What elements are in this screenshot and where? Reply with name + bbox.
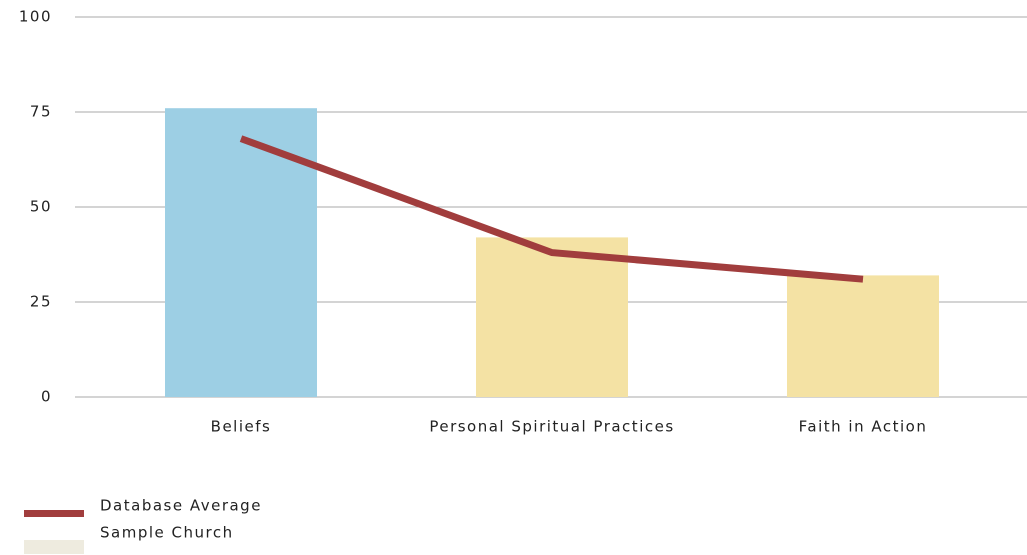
- y-tick-label: 25: [30, 293, 52, 311]
- y-tick-label: 100: [19, 8, 52, 26]
- bar: [476, 237, 628, 397]
- legend-label: Sample Church: [100, 524, 234, 542]
- bar: [787, 275, 939, 397]
- x-tick-label: Beliefs: [211, 418, 272, 436]
- y-tick-label: 0: [41, 388, 52, 406]
- legend-label: Database Average: [100, 497, 262, 515]
- legend-swatch: [24, 510, 84, 517]
- bar: [165, 108, 317, 397]
- y-tick-label: 75: [30, 103, 52, 121]
- x-tick-label: Personal Spiritual Practices: [429, 418, 674, 436]
- line-series: [239, 135, 864, 283]
- x-tick-label: Faith in Action: [799, 418, 928, 436]
- y-tick-label: 50: [30, 198, 52, 216]
- legend-swatch: [24, 540, 84, 554]
